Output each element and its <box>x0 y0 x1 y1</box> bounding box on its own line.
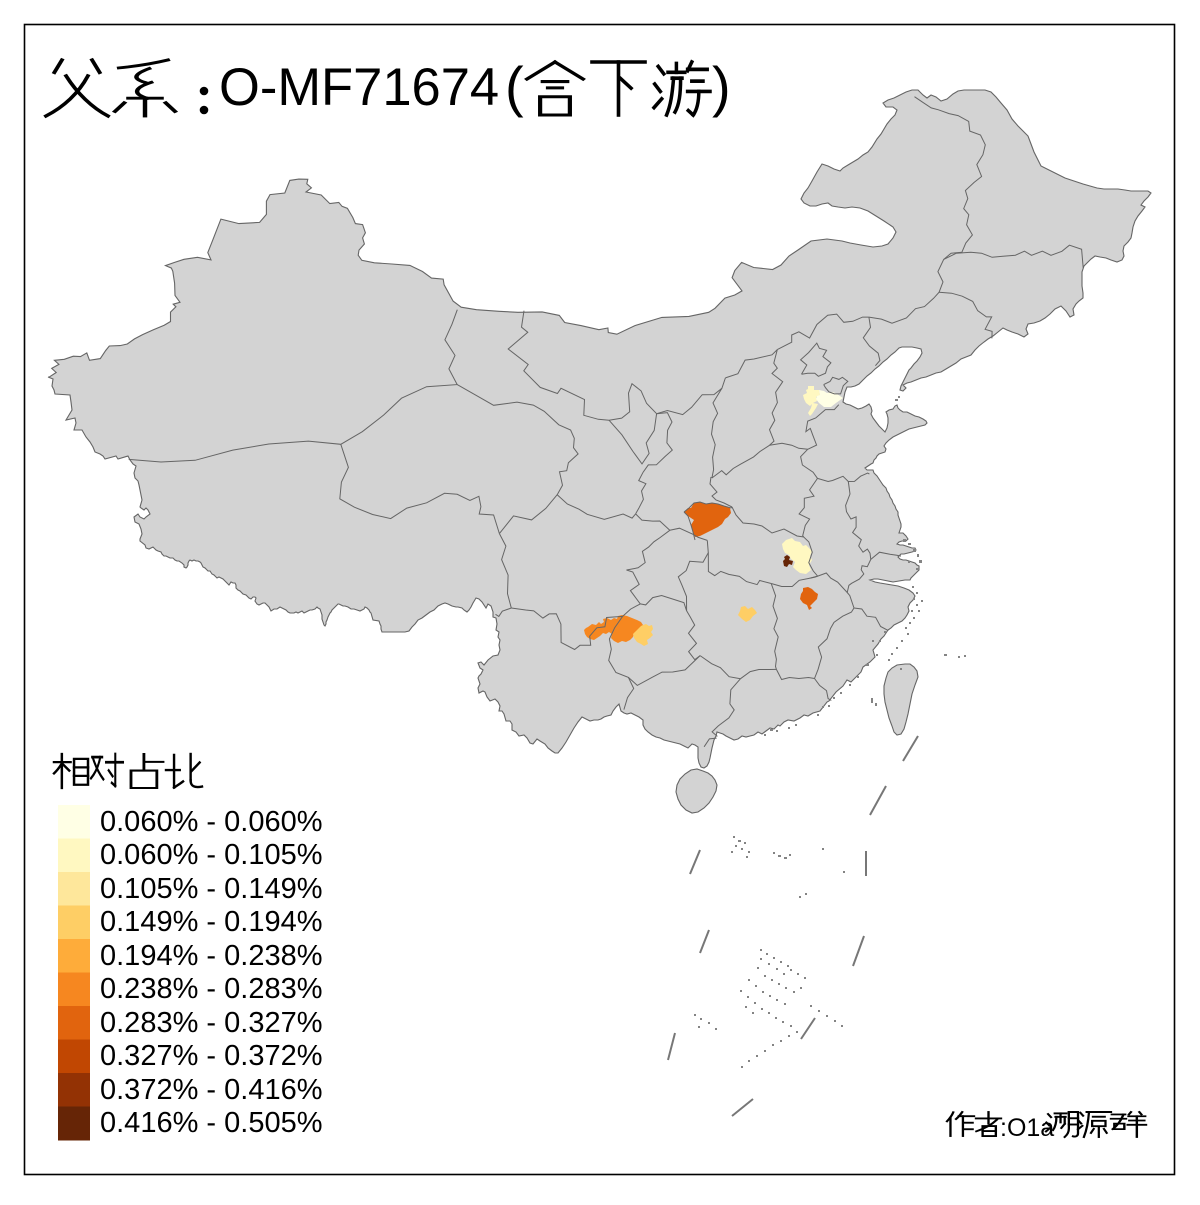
svg-text:0.194% - 0.238%: 0.194% - 0.238% <box>100 940 322 972</box>
svg-text:0.416% - 0.505%: 0.416% - 0.505% <box>100 1107 322 1139</box>
svg-text:0.238% - 0.283%: 0.238% - 0.283% <box>100 973 322 1005</box>
svg-text:0.060% - 0.060%: 0.060% - 0.060% <box>100 806 322 838</box>
svg-text::O1a: :O1a <box>1000 1114 1054 1142</box>
svg-text:0.327% - 0.372%: 0.327% - 0.372% <box>100 1040 322 1072</box>
svg-text:0.060% - 0.105%: 0.060% - 0.105% <box>100 839 322 871</box>
svg-text:0.372% - 0.416%: 0.372% - 0.416% <box>100 1074 322 1106</box>
svg-text:): ) <box>712 55 731 118</box>
svg-text:0.105% - 0.149%: 0.105% - 0.149% <box>100 873 322 905</box>
svg-text:0.283% - 0.327%: 0.283% - 0.327% <box>100 1007 322 1039</box>
svg-text:O-MF71674: O-MF71674 <box>219 58 499 117</box>
svg-text:(: ( <box>505 55 524 118</box>
svg-text:0.149% - 0.194%: 0.149% - 0.194% <box>100 906 322 938</box>
